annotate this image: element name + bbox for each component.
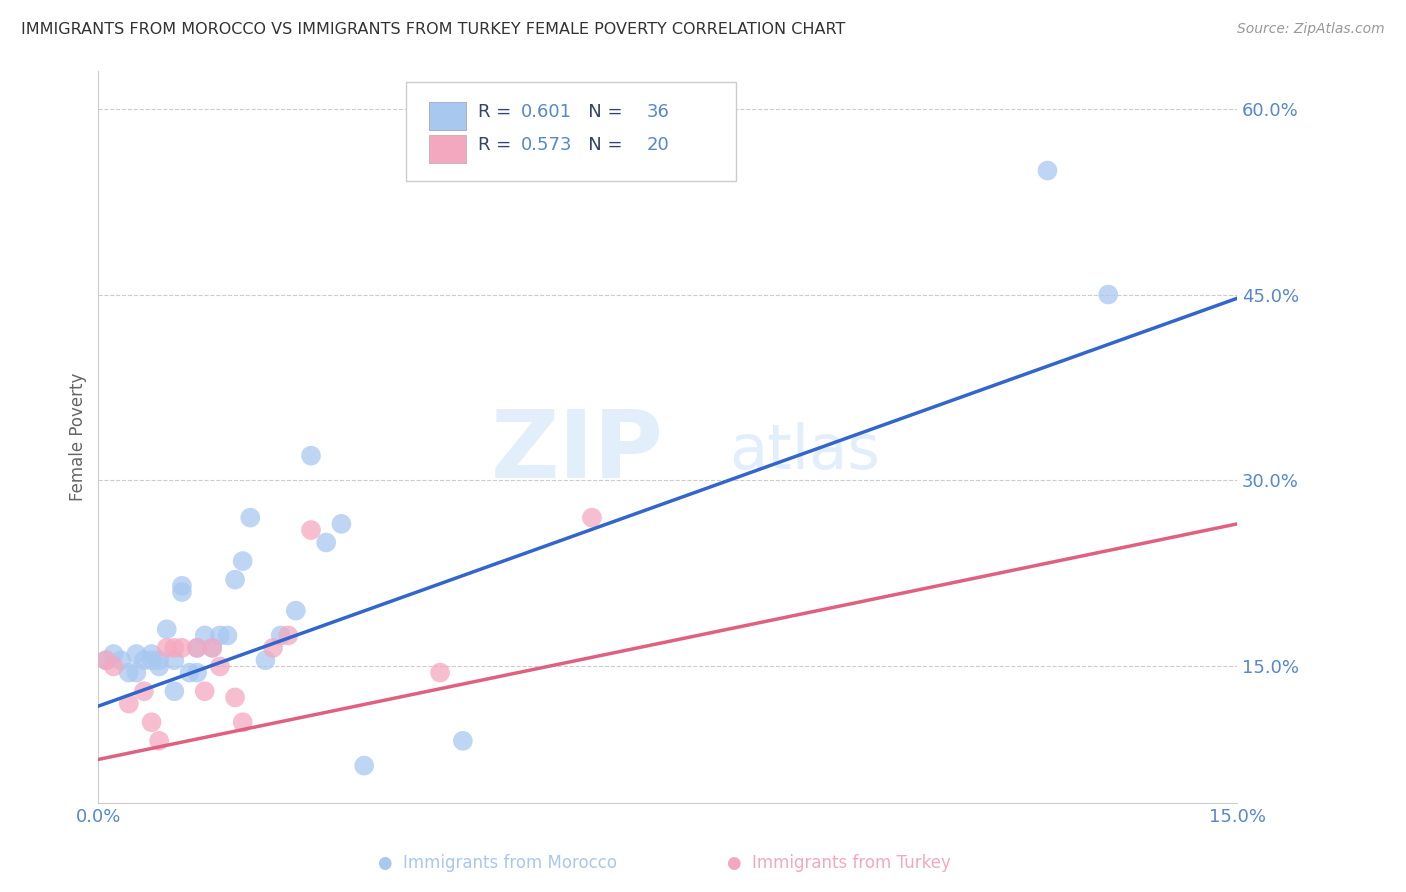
Point xyxy=(581,510,603,524)
Point xyxy=(132,653,155,667)
Point xyxy=(194,628,217,642)
Point xyxy=(201,640,224,655)
Text: Source: ZipAtlas.com: Source: ZipAtlas.com xyxy=(1237,22,1385,37)
Point xyxy=(163,653,186,667)
Point xyxy=(186,640,208,655)
Point xyxy=(299,523,322,537)
Point xyxy=(148,659,170,673)
Text: 0.573: 0.573 xyxy=(522,136,572,153)
Point xyxy=(353,758,375,772)
Text: R =: R = xyxy=(478,103,516,120)
Text: IMMIGRANTS FROM MOROCCO VS IMMIGRANTS FROM TURKEY FEMALE POVERTY CORRELATION CHA: IMMIGRANTS FROM MOROCCO VS IMMIGRANTS FR… xyxy=(21,22,845,37)
Point xyxy=(217,628,239,642)
Point xyxy=(125,665,148,680)
Point xyxy=(451,734,474,748)
Point xyxy=(277,628,299,642)
Point xyxy=(170,640,193,655)
Point xyxy=(118,697,141,711)
Point xyxy=(156,640,179,655)
Point xyxy=(194,684,217,698)
Point xyxy=(110,653,132,667)
Text: atlas: atlas xyxy=(730,422,880,482)
FancyBboxPatch shape xyxy=(429,102,467,130)
Point xyxy=(262,640,284,655)
Text: 36: 36 xyxy=(647,103,669,120)
FancyBboxPatch shape xyxy=(406,82,737,181)
Point xyxy=(201,640,224,655)
Point xyxy=(163,684,186,698)
Point xyxy=(270,628,292,642)
Point xyxy=(254,653,277,667)
Point xyxy=(299,449,322,463)
Point xyxy=(208,659,231,673)
Point xyxy=(141,647,163,661)
Point xyxy=(156,622,179,636)
Point xyxy=(1036,163,1059,178)
Point xyxy=(186,665,208,680)
Point xyxy=(239,510,262,524)
Point xyxy=(94,653,117,667)
Point xyxy=(132,684,155,698)
Text: N =: N = xyxy=(571,136,628,153)
Point xyxy=(170,579,193,593)
Point xyxy=(315,535,337,549)
Text: ●  Immigrants from Morocco: ● Immigrants from Morocco xyxy=(378,854,616,872)
Point xyxy=(103,659,125,673)
Point xyxy=(232,554,254,568)
Text: ZIP: ZIP xyxy=(491,406,664,498)
Point xyxy=(141,715,163,730)
Point xyxy=(330,516,353,531)
Point xyxy=(1097,287,1119,301)
Point xyxy=(148,653,170,667)
Point xyxy=(103,647,125,661)
Point xyxy=(224,690,246,705)
Point xyxy=(208,628,231,642)
Point xyxy=(179,665,201,680)
Point xyxy=(284,604,307,618)
Y-axis label: Female Poverty: Female Poverty xyxy=(69,373,87,501)
Point xyxy=(232,715,254,730)
Point xyxy=(141,653,163,667)
Point xyxy=(170,585,193,599)
Text: ●  Immigrants from Turkey: ● Immigrants from Turkey xyxy=(727,854,950,872)
Point xyxy=(429,665,451,680)
Text: N =: N = xyxy=(571,103,628,120)
Text: R =: R = xyxy=(478,136,516,153)
Point xyxy=(163,640,186,655)
Point xyxy=(224,573,246,587)
Text: 20: 20 xyxy=(647,136,669,153)
Point xyxy=(186,640,208,655)
FancyBboxPatch shape xyxy=(429,135,467,163)
Text: 0.601: 0.601 xyxy=(522,103,572,120)
Point xyxy=(118,665,141,680)
Point xyxy=(125,647,148,661)
Point xyxy=(94,653,117,667)
Point xyxy=(148,734,170,748)
